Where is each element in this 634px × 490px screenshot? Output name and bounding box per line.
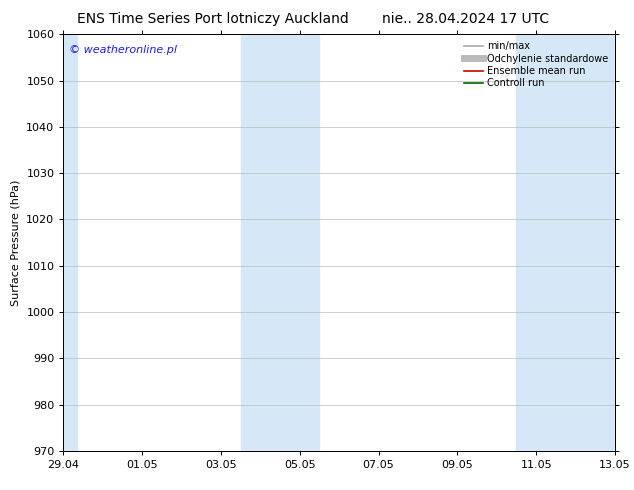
Text: nie.. 28.04.2024 17 UTC: nie.. 28.04.2024 17 UTC bbox=[382, 12, 550, 26]
Bar bbox=[241, 34, 320, 451]
Legend: min/max, Odchylenie standardowe, Ensemble mean run, Controll run: min/max, Odchylenie standardowe, Ensembl… bbox=[462, 39, 610, 90]
Text: © weatheronline.pl: © weatheronline.pl bbox=[69, 45, 177, 55]
Y-axis label: Surface Pressure (hPa): Surface Pressure (hPa) bbox=[11, 179, 21, 306]
Bar bbox=[517, 34, 615, 451]
Bar bbox=[63, 34, 77, 451]
Text: ENS Time Series Port lotniczy Auckland: ENS Time Series Port lotniczy Auckland bbox=[77, 12, 348, 26]
